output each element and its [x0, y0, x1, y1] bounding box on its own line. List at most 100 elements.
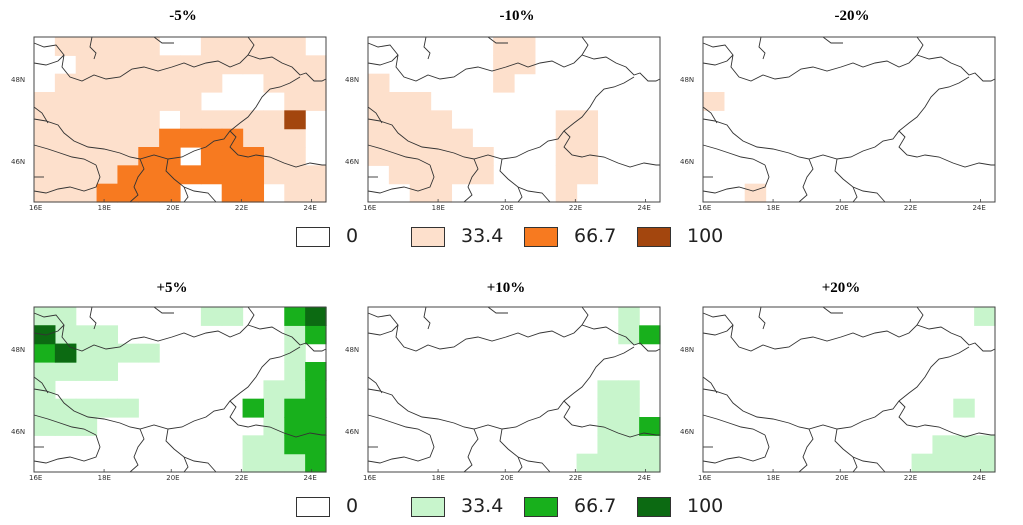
- country-border: [581, 36, 589, 56]
- probability-cell: [54, 73, 77, 93]
- probability-cell: [34, 398, 56, 418]
- panel-title-plus5: +5%: [156, 280, 188, 296]
- country-border: [33, 164, 101, 194]
- probability-cell: [451, 128, 473, 148]
- probability-cell: [409, 92, 432, 111]
- probability-cell: [284, 362, 306, 381]
- probability-cell: [34, 147, 56, 166]
- country-border: [487, 306, 508, 314]
- map-background: [703, 37, 995, 202]
- country-border: [702, 414, 766, 436]
- probability-cell: [430, 147, 453, 166]
- probability-cell: [305, 435, 327, 455]
- probability-cell: [96, 165, 119, 185]
- country-border: [463, 428, 479, 473]
- probability-cell: [284, 183, 306, 203]
- country-border: [423, 306, 431, 330]
- probability-cell: [159, 128, 181, 148]
- country-border: [183, 186, 189, 203]
- probability-cell: [221, 37, 244, 56]
- legend-swatch: [411, 497, 445, 517]
- probability-cell: [284, 147, 306, 166]
- probability-cell: [117, 128, 139, 148]
- probability-cell: [703, 92, 725, 111]
- country-border: [33, 434, 101, 464]
- country-border: [367, 376, 383, 394]
- probability-cell: [138, 183, 160, 203]
- probability-cell: [54, 325, 77, 345]
- probability-cell: [493, 73, 515, 93]
- probability-cell: [409, 147, 432, 166]
- probability-cell: [305, 73, 327, 93]
- country-border: [822, 306, 843, 314]
- probability-cell: [932, 453, 954, 473]
- country-border: [702, 434, 770, 464]
- probability-cell: [75, 55, 98, 75]
- legend-swatch: [524, 227, 558, 247]
- longitude-label: 16E: [363, 474, 377, 482]
- probability-cell: [284, 325, 306, 345]
- probability-cell: [263, 73, 285, 93]
- probability-cell: [75, 343, 98, 363]
- country-border: [898, 400, 995, 438]
- probability-cell: [639, 435, 661, 455]
- probability-cell: [284, 55, 306, 75]
- probability-cell: [75, 183, 98, 203]
- country-border: [89, 306, 97, 330]
- latitude-label: 48N: [680, 346, 695, 354]
- probability-cell: [284, 343, 306, 363]
- probability-cell: [242, 435, 265, 455]
- probability-cell: [409, 183, 432, 203]
- probability-cell: [75, 362, 98, 381]
- probability-cell: [263, 435, 285, 455]
- probability-cell: [117, 37, 139, 56]
- probability-cell: [117, 92, 139, 111]
- probability-cell: [974, 435, 996, 455]
- probability-cell: [305, 183, 327, 203]
- probability-cell: [451, 165, 473, 185]
- country-border: [702, 54, 734, 66]
- legend-label: 66.7: [574, 495, 617, 517]
- country-border: [129, 428, 145, 473]
- probability-cell: [54, 92, 77, 111]
- country-border: [487, 36, 508, 44]
- country-border: [758, 36, 766, 60]
- probability-cell: [75, 398, 98, 418]
- probability-cell: [576, 128, 599, 148]
- probability-cell: [368, 73, 390, 93]
- probability-cell: [54, 128, 77, 148]
- country-border: [702, 144, 766, 166]
- probability-cell: [305, 362, 327, 381]
- probability-cell: [75, 128, 98, 148]
- map-panel-plus20: 48N 46N 16E 18E 20E 22E 24E: [680, 306, 1002, 482]
- longitude-label: 22E: [568, 204, 583, 212]
- longitude-label: 16E: [698, 204, 712, 212]
- probability-cell: [159, 183, 181, 203]
- map-frame: [367, 36, 661, 203]
- legend-label: 33.4: [461, 225, 504, 247]
- probability-cell: [96, 55, 119, 75]
- panel-title-minus20: -20%: [834, 8, 870, 24]
- longitude-label: 22E: [234, 204, 249, 212]
- legend-swatch: [296, 497, 330, 517]
- country-border: [702, 376, 718, 394]
- probability-cell: [639, 417, 661, 436]
- probability-cell: [221, 147, 244, 166]
- latitude-label: 48N: [11, 346, 26, 354]
- map-svg: [33, 36, 327, 203]
- probability-cell: [284, 165, 306, 185]
- probability-cell: [200, 73, 223, 93]
- latitude-label: 46N: [345, 428, 360, 436]
- country-border: [702, 106, 718, 124]
- legend-label: 0: [346, 225, 359, 247]
- probability-cell: [305, 307, 327, 326]
- country-border: [89, 36, 97, 60]
- country-border: [33, 324, 65, 336]
- probability-cell: [263, 110, 285, 130]
- probability-cell: [96, 128, 119, 148]
- probability-cell: [221, 128, 244, 148]
- map-frame: [33, 36, 327, 203]
- map-svg: [33, 306, 327, 473]
- probability-cell: [96, 183, 119, 203]
- country-border: [702, 76, 970, 160]
